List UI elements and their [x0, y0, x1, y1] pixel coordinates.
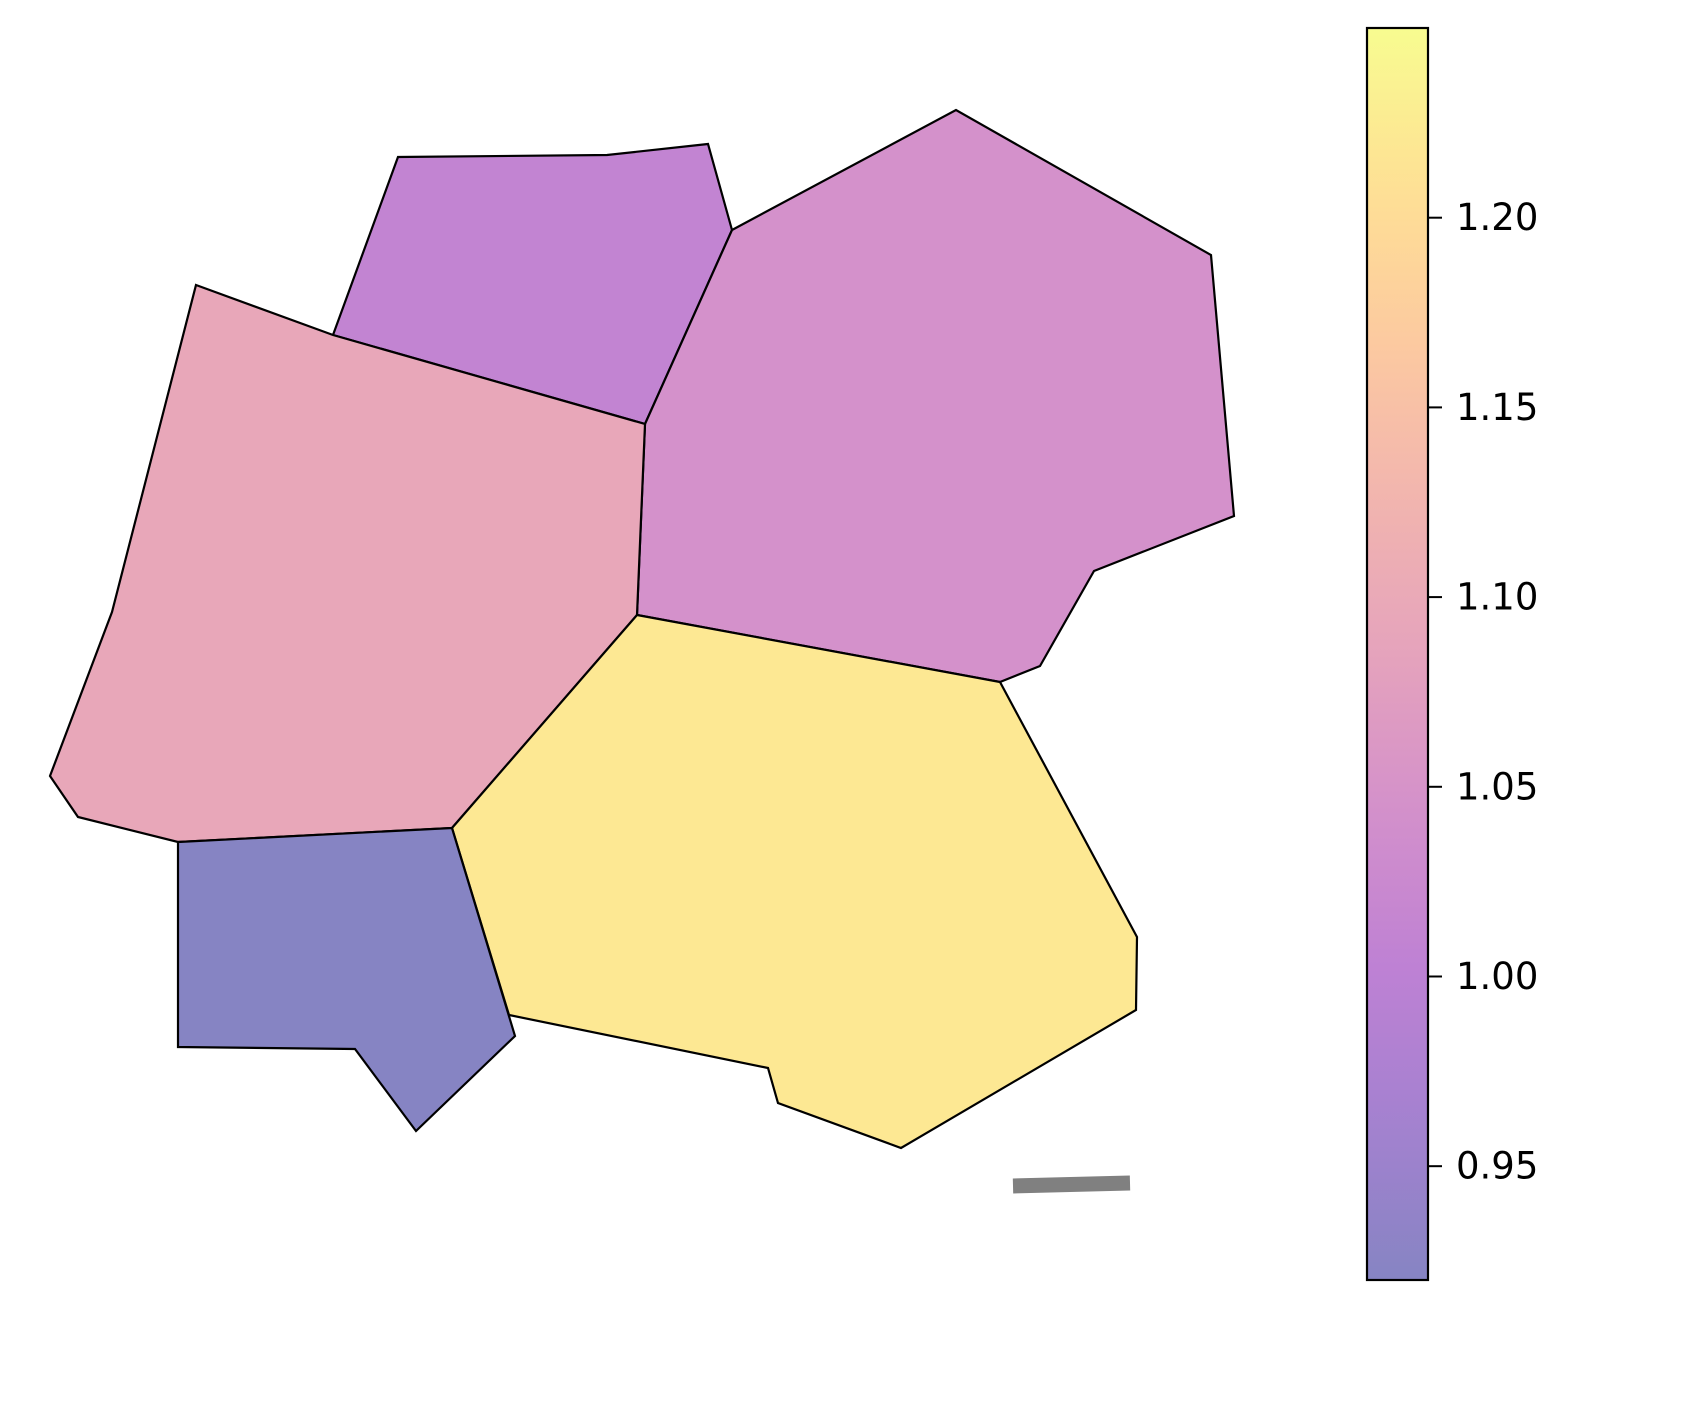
- region-5: [176, 826, 517, 1133]
- colorbar-tick-label: 0.95: [1456, 1145, 1538, 1188]
- colorbar: 0.95 1.00 1.05 1.10 1.15 1.20: [1365, 26, 1538, 1282]
- colorbar-tick-label: 1.20: [1456, 196, 1538, 239]
- regions-layer: [48, 108, 1236, 1150]
- scale-bar-line: [1012, 1175, 1131, 1194]
- colorbar-tick-label: 1.15: [1456, 386, 1538, 429]
- colorbar-gradient: [1367, 28, 1428, 1280]
- scale-bar: [1012, 1175, 1131, 1194]
- colorbar-tick-label: 1.05: [1456, 765, 1538, 808]
- colorbar-tick-label: 1.10: [1456, 576, 1538, 619]
- region-2: [635, 108, 1236, 684]
- region-4: [450, 613, 1139, 1150]
- colorbar-tick-label: 1.00: [1456, 955, 1538, 998]
- colorbar-frame: [1365, 26, 1430, 1282]
